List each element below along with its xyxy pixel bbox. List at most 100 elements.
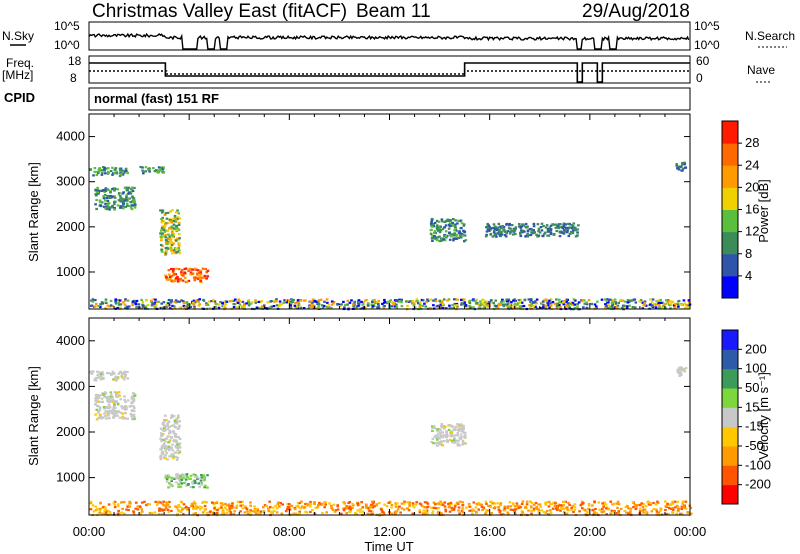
- data-cell: [468, 301, 472, 305]
- data-cell: [514, 232, 517, 235]
- data-cell: [96, 191, 100, 194]
- data-cell: [163, 213, 167, 216]
- data-cell: [208, 307, 212, 310]
- data-cell: [365, 298, 369, 302]
- data-cell: [168, 238, 171, 241]
- data-cell: [607, 302, 611, 305]
- data-cell: [597, 501, 601, 504]
- data-cell: [109, 399, 113, 402]
- data-cell: [485, 303, 489, 306]
- data-cell: [468, 505, 472, 508]
- data-cell: [406, 501, 409, 504]
- data-cell: [570, 224, 574, 227]
- data-cell: [213, 300, 217, 303]
- data-cell: [105, 405, 109, 409]
- data-cell: [182, 477, 185, 480]
- data-cell: [460, 303, 463, 306]
- data-cell: [296, 502, 300, 505]
- data-cell: [114, 376, 117, 379]
- data-cell: [518, 305, 522, 308]
- data-cell: [573, 306, 576, 309]
- data-cell: [440, 423, 444, 426]
- data-cell: [182, 513, 185, 516]
- data-cell: [675, 163, 679, 166]
- data-cell: [311, 305, 314, 308]
- data-cell: [165, 445, 168, 448]
- data-cell: [118, 416, 122, 419]
- data-cell: [108, 511, 112, 514]
- data-cell: [548, 226, 552, 229]
- data-cell: [557, 503, 561, 506]
- data-cell: [155, 169, 158, 172]
- data-cell: [165, 476, 169, 479]
- data-cell: [367, 304, 370, 307]
- data-cell: [574, 226, 577, 229]
- data-cell: [203, 504, 207, 508]
- data-cell: [249, 509, 252, 512]
- data-cell: [358, 510, 362, 513]
- data-cell: [664, 500, 667, 503]
- data-cell: [176, 237, 179, 240]
- data-cell: [272, 509, 276, 512]
- data-cell: [528, 304, 531, 307]
- data-cell: [129, 502, 132, 505]
- data-cell: [398, 299, 401, 302]
- power-colorbar-blocks: [722, 121, 738, 299]
- data-cell: [199, 273, 202, 276]
- data-cell: [103, 168, 106, 171]
- data-cell: [432, 223, 435, 226]
- data-cell: [557, 223, 561, 226]
- data-cell: [548, 302, 552, 305]
- data-cell: [177, 233, 181, 236]
- data-cell: [203, 478, 206, 481]
- data-cell: [507, 227, 511, 230]
- data-cell: [118, 371, 122, 374]
- data-cell: [483, 302, 487, 305]
- data-cell: [241, 507, 245, 510]
- data-cell: [460, 302, 464, 305]
- data-cell: [297, 307, 301, 310]
- data-cell: [121, 412, 124, 415]
- data-cell: [462, 424, 465, 427]
- x-tick-label: 00:00: [73, 524, 106, 539]
- freq-tick-bottom: 8: [70, 71, 77, 85]
- data-cell: [152, 167, 155, 170]
- data-cell: [192, 512, 195, 515]
- data-cell: [170, 446, 173, 449]
- data-cell: [548, 306, 551, 309]
- data-cell: [545, 300, 549, 303]
- data-cell: [604, 303, 607, 306]
- data-cell: [459, 425, 462, 428]
- data-cell: [213, 502, 216, 505]
- station-title: Christmas Valley East (fitACF): [92, 1, 347, 22]
- data-cell: [116, 376, 120, 379]
- data-cell: [521, 500, 525, 503]
- data-cell: [168, 235, 172, 238]
- data-cell: [457, 439, 460, 442]
- data-cell: [453, 304, 457, 307]
- data-cell: [126, 417, 129, 420]
- data-cell: [382, 306, 386, 310]
- data-cell: [139, 505, 142, 509]
- data-cell: [499, 301, 503, 305]
- data-cell: [161, 428, 165, 432]
- data-cell: [95, 198, 98, 202]
- data-cell: [549, 229, 553, 232]
- data-cell: [546, 228, 550, 231]
- data-cell: [181, 507, 184, 510]
- data-cell: [332, 301, 336, 304]
- data-cell: [113, 372, 116, 375]
- data-cell: [343, 306, 346, 309]
- data-cell: [134, 300, 137, 303]
- colorbar-swatch: [722, 407, 738, 428]
- data-cell: [419, 503, 423, 506]
- data-cell: [413, 306, 417, 309]
- data-cell: [165, 437, 169, 440]
- data-cell: [461, 299, 465, 302]
- data-cell: [434, 299, 438, 302]
- data-cell: [431, 512, 434, 515]
- data-cell: [241, 306, 244, 309]
- data-cell: [540, 222, 544, 225]
- data-cell: [429, 229, 433, 232]
